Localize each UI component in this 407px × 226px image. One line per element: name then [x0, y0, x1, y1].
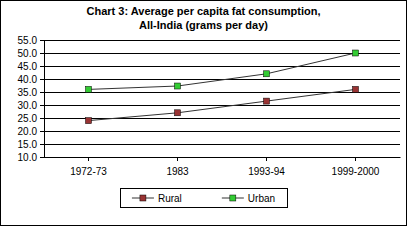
x-tick: 1983: [166, 157, 189, 177]
series-marker: [353, 50, 359, 56]
y-tick: 10.0: [18, 152, 44, 163]
grid-line: [44, 131, 400, 132]
grid-line: [44, 53, 400, 54]
title-line: All-India (grams per day): [139, 19, 268, 31]
x-tick-label: 1983: [166, 166, 189, 177]
series-marker: [353, 86, 359, 92]
y-tick: 50.0: [18, 48, 44, 59]
y-tick-mark: [40, 79, 44, 80]
x-tick-label: 1999-2000: [332, 166, 380, 177]
y-tick-label: 50.0: [18, 48, 38, 59]
y-tick: 35.0: [18, 87, 44, 98]
y-tick: 45.0: [18, 61, 44, 72]
y-tick-mark: [40, 53, 44, 54]
x-tick: 1999-2000: [332, 157, 380, 177]
y-tick-label: 20.0: [18, 126, 38, 137]
y-tick: 30.0: [18, 100, 44, 111]
y-tick-label: 40.0: [18, 74, 38, 85]
grid-line: [44, 118, 400, 119]
y-tick-mark: [40, 157, 44, 158]
y-tick-mark: [40, 131, 44, 132]
x-tick-label: 1972-73: [70, 166, 107, 177]
y-tick-mark: [40, 40, 44, 41]
y-tick-mark: [40, 144, 44, 145]
x-tick-mark: [177, 157, 178, 161]
grid-line: [44, 40, 400, 41]
y-tick-mark: [40, 105, 44, 106]
series-marker: [86, 86, 92, 92]
legend-label: Rural: [158, 193, 182, 204]
x-tick-label: 1993-94: [248, 166, 285, 177]
title-line: Chart 3: Average per capita fat consumpt…: [87, 5, 321, 17]
legend-box: [121, 189, 288, 208]
grid-line: [44, 92, 400, 93]
y-tick-mark: [40, 92, 44, 93]
y-tick-label: 35.0: [18, 87, 38, 98]
chart-border: [1, 1, 407, 226]
chart: Chart 3: Average per capita fat consumpt…: [0, 0, 407, 226]
x-tick-mark: [266, 157, 267, 161]
grid-line: [44, 66, 400, 67]
y-axis: 10.0 15.0 20.0 25.0 30.0 35.0 40.0 45.0 50.0 55.0: [18, 35, 45, 163]
y-tick-label: 15.0: [18, 139, 38, 150]
x-tick-mark: [88, 157, 89, 161]
grid-line: [44, 144, 400, 145]
grid-line: [44, 157, 400, 158]
grid: [44, 41, 400, 158]
y-tick-label: 10.0: [18, 152, 38, 163]
legend: Rural Urban: [121, 189, 288, 208]
title: Chart 3: Average per capita fat consumpt…: [87, 5, 321, 31]
series-marker: [264, 98, 270, 104]
y-tick: 20.0: [18, 126, 44, 137]
x-tick: 1972-73: [70, 157, 107, 177]
series-marker: [175, 110, 181, 116]
grid-line: [44, 105, 400, 106]
series-marker: [264, 71, 270, 77]
x-tick: 1993-94: [248, 157, 285, 177]
legend-marker: [140, 195, 146, 201]
series-marker: [175, 83, 181, 89]
x-axis-line: [45, 157, 401, 158]
legend-marker: [230, 195, 236, 201]
legend-item: Rural: [132, 193, 182, 204]
y-tick-label: 30.0: [18, 100, 38, 111]
y-tick: 15.0: [18, 139, 44, 150]
x-tick-mark: [355, 157, 356, 161]
legend-label: Urban: [248, 193, 275, 204]
y-tick-mark: [40, 66, 44, 67]
series-line: [89, 89, 356, 120]
y-tick-mark: [40, 118, 44, 119]
y-tick-label: 25.0: [18, 113, 38, 124]
plot-area: [86, 50, 359, 124]
series-line: [89, 53, 356, 89]
series-marker: [86, 118, 92, 124]
y-axis-line: [44, 41, 45, 158]
x-axis: 1972-73 1983 1993-94 1999-2000: [45, 157, 401, 177]
legend-item: Urban: [222, 193, 275, 204]
y-tick: 40.0: [18, 74, 44, 85]
y-tick-label: 45.0: [18, 61, 38, 72]
y-tick: 55.0: [18, 35, 44, 46]
y-tick: 25.0: [18, 113, 44, 124]
y-tick-label: 55.0: [18, 35, 38, 46]
